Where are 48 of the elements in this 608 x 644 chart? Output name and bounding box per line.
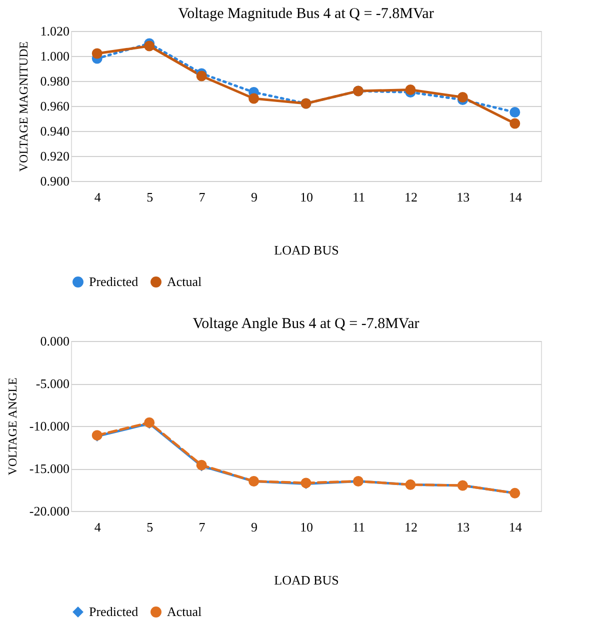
x-axis-title: LOAD BUS [274, 572, 339, 588]
x-tick-label: 11 [352, 520, 365, 534]
point [510, 107, 520, 118]
chart-title: Voltage Angle Bus 4 at Q = -7.8MVar [192, 316, 420, 332]
point [405, 84, 416, 95]
point [92, 48, 102, 59]
y-tick-label: -5.000 [36, 376, 70, 391]
y-tick-label: 0.000 [40, 334, 70, 348]
x-tick-label: 5 [146, 190, 154, 204]
x-tick-label: 4 [94, 190, 102, 204]
y-tick-label: -20.000 [29, 504, 70, 518]
x-tick-label: 14 [508, 520, 522, 534]
x-tick-label: 5 [146, 520, 154, 534]
x-tick-label: 14 [508, 190, 522, 204]
point [510, 118, 520, 129]
y-tick-label: 1.000 [40, 48, 70, 64]
x-tick-label: 10 [300, 190, 313, 204]
x-tick-label: 9 [251, 190, 258, 204]
y-tick-label: 0.980 [40, 74, 70, 88]
x-axis-title: LOAD BUS [274, 242, 339, 258]
point [144, 40, 155, 52]
legend-label: Actual [167, 604, 202, 619]
x-tick-label: 11 [352, 190, 365, 204]
y-tick-label: 0.920 [40, 148, 70, 164]
point [457, 92, 468, 102]
y-axis-title: VOLTAGE ANGLE [5, 378, 20, 476]
x-tick-label: 13 [456, 520, 470, 534]
point [196, 70, 207, 82]
x-tick-label: 7 [198, 520, 206, 534]
y-tick-label: 1.020 [40, 24, 70, 38]
legend-label: Predicted [89, 604, 139, 619]
y-tick-label: 0.940 [40, 124, 70, 138]
x-tick-label: 4 [94, 520, 102, 534]
y-tick-label: -10.000 [29, 418, 70, 434]
legend-label: Predicted [89, 274, 139, 289]
y-tick-label: -15.000 [29, 461, 70, 476]
x-tick-label: 9 [251, 520, 258, 534]
x-tick-label: 10 [300, 520, 313, 534]
legend-label: Actual [167, 274, 202, 289]
y-tick-label: 0.960 [40, 98, 70, 114]
chart-title: Voltage Magnitude Bus 4 at Q = -7.8MVar [178, 6, 434, 22]
y-tick-label: 0.900 [40, 174, 70, 188]
point [248, 93, 260, 104]
x-tick-label: 13 [456, 190, 470, 204]
y-axis-title: VOLTAGE MAGNITUDE [16, 41, 30, 172]
x-tick-label: 12 [404, 190, 418, 204]
x-tick-label: 12 [404, 520, 418, 534]
x-tick-label: 7 [198, 190, 206, 204]
